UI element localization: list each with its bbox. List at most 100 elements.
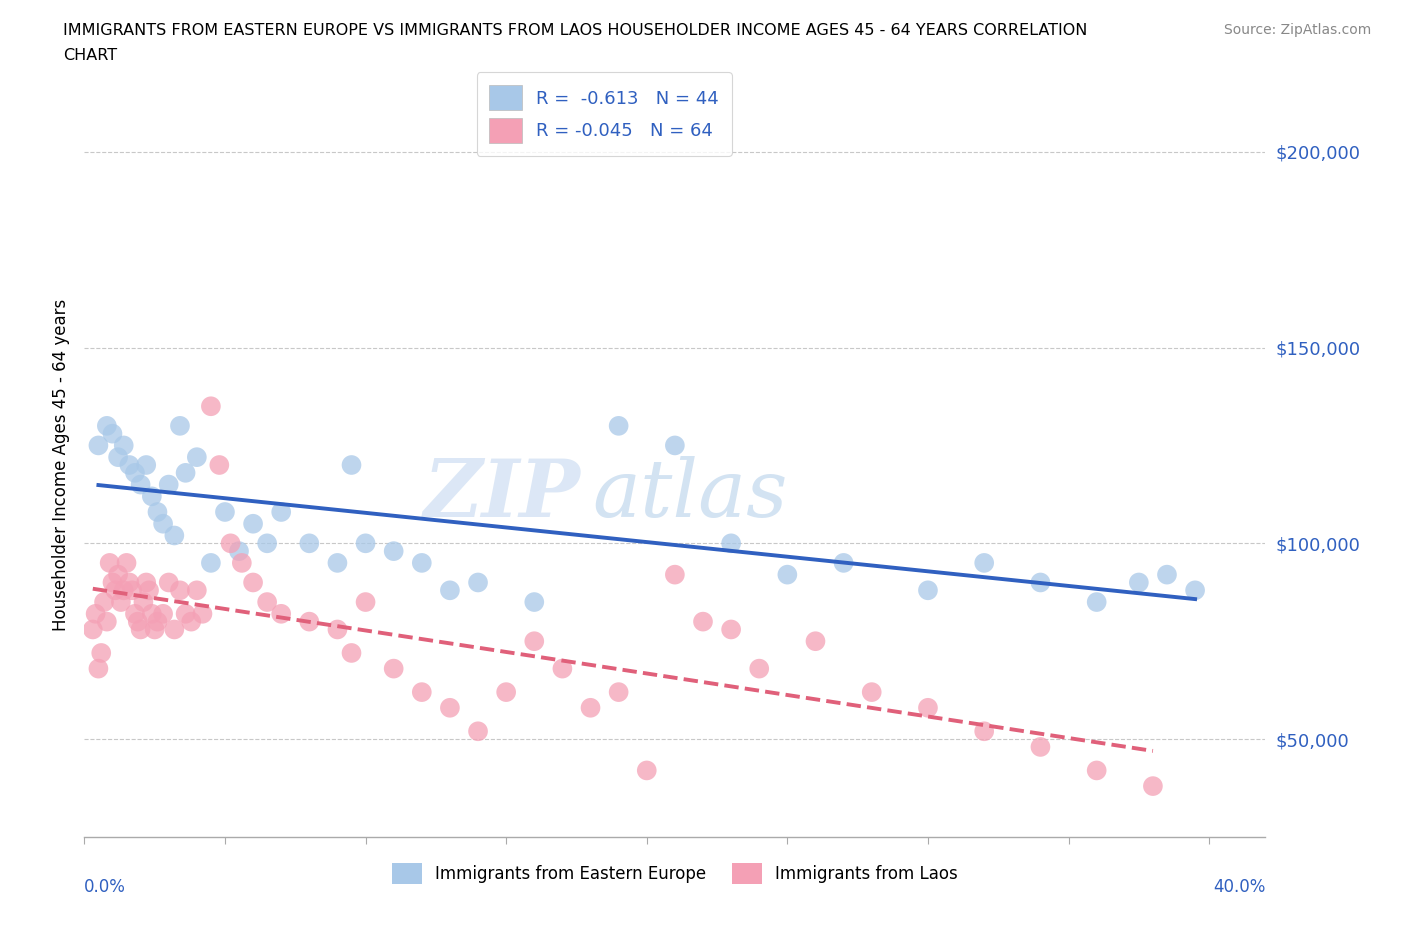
Text: IMMIGRANTS FROM EASTERN EUROPE VS IMMIGRANTS FROM LAOS HOUSEHOLDER INCOME AGES 4: IMMIGRANTS FROM EASTERN EUROPE VS IMMIGR… [63,23,1088,38]
Point [118,458,141,472]
Point [107,450,129,465]
Point [340,458,363,472]
Y-axis label: Householder Income Ages 45 - 64 years: Householder Income Ages 45 - 64 years [52,299,70,631]
Point [143,622,166,637]
Point [141,606,163,621]
Point [664,438,686,453]
Point [129,622,152,637]
Point [1085,763,1108,777]
Point [467,724,489,738]
Point [107,567,129,582]
Point [152,516,174,531]
Point [163,622,186,637]
Point [439,583,461,598]
Point [748,661,770,676]
Point [973,555,995,570]
Point [96,614,118,629]
Text: CHART: CHART [63,48,117,63]
Point [152,606,174,621]
Point [242,575,264,590]
Point [411,684,433,699]
Point [180,614,202,629]
Point [607,684,630,699]
Point [776,567,799,582]
Point [664,567,686,582]
Point [467,575,489,590]
Point [104,583,127,598]
Text: ZIP: ZIP [423,456,581,534]
Text: 40.0%: 40.0% [1213,878,1265,896]
Point [101,426,124,441]
Point [692,614,714,629]
Point [326,622,349,637]
Point [169,583,191,598]
Point [208,458,231,472]
Point [917,700,939,715]
Point [135,458,157,472]
Point [112,583,135,598]
Point [551,661,574,676]
Point [354,594,377,609]
Point [124,465,146,480]
Point [141,489,163,504]
Point [860,684,883,699]
Point [174,606,197,621]
Point [298,614,321,629]
Point [169,418,191,433]
Point [382,544,405,559]
Point [157,575,180,590]
Point [298,536,321,551]
Point [326,555,349,570]
Legend: Immigrants from Eastern Europe, Immigrants from Laos: Immigrants from Eastern Europe, Immigran… [384,855,966,892]
Point [157,477,180,492]
Point [1085,594,1108,609]
Point [146,505,169,520]
Point [231,555,253,570]
Point [101,575,124,590]
Text: Source: ZipAtlas.com: Source: ZipAtlas.com [1223,23,1371,37]
Point [129,477,152,492]
Point [214,505,236,520]
Point [607,418,630,433]
Point [115,555,138,570]
Point [200,399,222,414]
Point [917,583,939,598]
Point [110,594,132,609]
Point [256,536,278,551]
Point [495,684,517,699]
Point [411,555,433,570]
Text: 0.0%: 0.0% [84,878,127,896]
Point [1029,739,1052,754]
Point [121,583,143,598]
Point [523,594,546,609]
Point [174,465,197,480]
Point [256,594,278,609]
Point [340,645,363,660]
Point [228,544,250,559]
Point [1142,778,1164,793]
Point [579,700,602,715]
Point [1156,567,1178,582]
Point [84,606,107,621]
Point [163,528,186,543]
Point [720,536,742,551]
Point [90,645,112,660]
Point [127,614,149,629]
Point [200,555,222,570]
Point [93,594,115,609]
Point [636,763,658,777]
Point [135,575,157,590]
Point [219,536,242,551]
Point [439,700,461,715]
Point [112,438,135,453]
Point [87,438,110,453]
Text: atlas: atlas [592,456,787,534]
Point [1029,575,1052,590]
Point [832,555,855,570]
Point [382,661,405,676]
Point [124,606,146,621]
Point [96,418,118,433]
Point [720,622,742,637]
Point [87,661,110,676]
Point [186,583,208,598]
